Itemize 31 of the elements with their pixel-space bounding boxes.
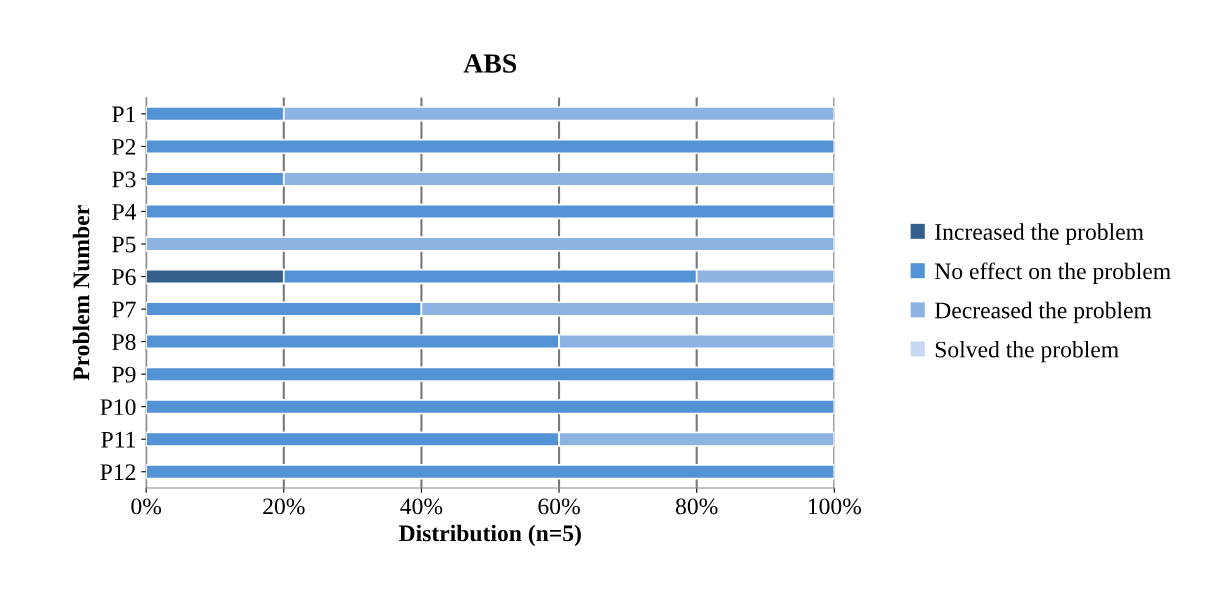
bar — [146, 398, 835, 415]
x-axis-title: Distribution (n=5) — [398, 524, 581, 547]
y-axis-title: Problem Number — [72, 205, 90, 381]
x-tick-label: 80% — [675, 498, 718, 515]
y-tick-label: P2 — [112, 138, 136, 155]
bar — [146, 236, 835, 252]
y-tick-label: P11 — [101, 431, 136, 448]
legend-label: Increased the problem — [935, 223, 1144, 245]
bar — [146, 464, 835, 480]
y-tick-label: P1 — [112, 106, 136, 123]
x-tick-label: 60% — [538, 498, 580, 515]
legend-label: No effect on the problem — [934, 262, 1171, 285]
x-tick-label: 40% — [400, 498, 443, 515]
y-tick-label: P3 — [112, 171, 136, 188]
y-tick-label: P7 — [112, 301, 136, 318]
x-tick-label: 0% — [131, 498, 162, 515]
y-tick-label: P4 — [112, 204, 137, 220]
legend-label: Decreased the problem — [934, 301, 1152, 324]
y-tick-label: P5 — [112, 236, 136, 253]
bar — [146, 366, 835, 382]
y-tick-label: P8 — [112, 334, 136, 351]
bar — [146, 203, 835, 220]
y-tick-label: P9 — [112, 366, 136, 383]
chart-title: ABS — [463, 54, 517, 73]
x-tick-label: 20% — [263, 498, 305, 515]
y-tick-label: P12 — [100, 464, 136, 480]
x-tick-label: 100% — [808, 498, 862, 515]
bar — [146, 138, 835, 155]
y-tick-label: P10 — [100, 399, 136, 416]
y-tick-label: P6 — [112, 269, 136, 285]
legend-label: Solved the problem — [935, 340, 1119, 363]
